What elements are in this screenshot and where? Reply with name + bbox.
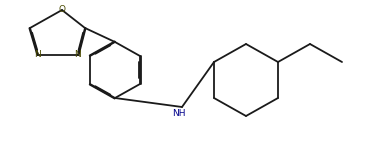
Text: N: N (75, 50, 81, 59)
Text: N: N (35, 50, 41, 59)
Text: O: O (59, 5, 65, 14)
Text: NH: NH (172, 109, 186, 117)
